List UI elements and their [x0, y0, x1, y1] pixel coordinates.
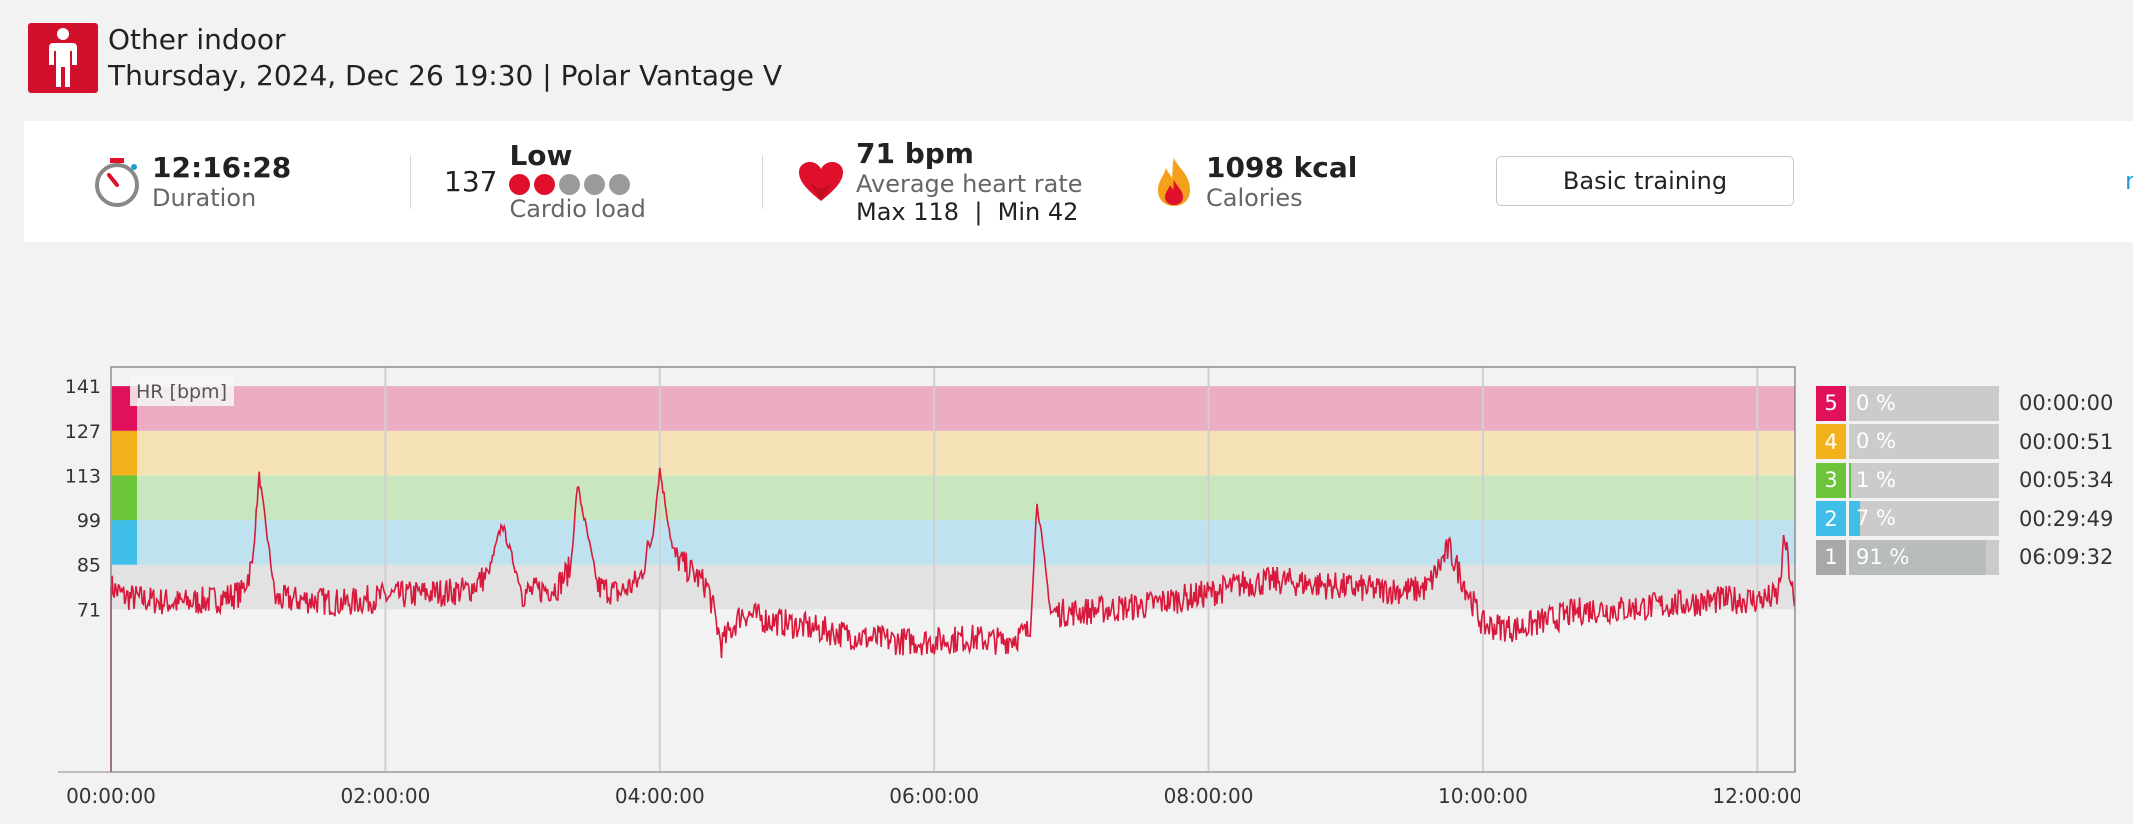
cardio-load-value: 137 [444, 164, 498, 198]
calories-label: Calories [1206, 183, 1303, 212]
y-tick-label: 85 [77, 555, 101, 577]
y-tick-label: 127 [65, 421, 101, 443]
zone-time: 00:00:51 [2019, 429, 2114, 454]
y-tick-label: 99 [77, 510, 101, 532]
zone-fill [1849, 501, 1860, 537]
y-tick-label: 113 [65, 465, 101, 487]
zone-marker [112, 430, 137, 476]
x-tick-label: 12:00:00 [1712, 784, 1800, 808]
zone-row-3: 3 1 % 00:05:34 [1816, 461, 2126, 500]
cardio-dot [559, 174, 581, 195]
session-subtitle: Thursday, 2024, Dec 26 19:30 | Polar Van… [108, 59, 783, 92]
x-tick-label: 02:00:00 [340, 784, 430, 808]
calories-value: 1098 kcal [1206, 150, 1358, 184]
zone-band-5 [111, 386, 1795, 431]
calories-summary: 1098 kcal Calories [1154, 121, 1357, 242]
duration-value: 12:16:28 [152, 150, 292, 184]
duration-summary: 12:16:28 Duration [92, 121, 291, 242]
hr-max-min: Max 118 | Min 42 [856, 197, 1079, 226]
zone-marker [112, 520, 137, 565]
x-tick-label: 10:00:00 [1438, 784, 1528, 808]
session-header: Other indoor Thursday, 2024, Dec 26 19:3… [28, 22, 782, 94]
zone-percent: 91 % [1856, 544, 1910, 569]
zone-percent: 7 % [1856, 506, 1896, 531]
zone-time: 00:00:00 [2019, 391, 2114, 416]
zone-bar: 1 % [1849, 462, 1999, 498]
hr-chart: HR [bpm] 141 127 113 99 85 71 00:00:00 02:00:0… [0, 360, 1802, 820]
zone-number: 2 [1816, 501, 1846, 537]
zone-time: 00:05:34 [2019, 468, 2114, 493]
zone-band-2 [111, 520, 1795, 565]
zone-row-4: 4 0 % 00:00:51 [1816, 423, 2126, 462]
sport-title: Other indoor [108, 23, 286, 56]
zone-band-3 [111, 475, 1795, 521]
flame-icon [1158, 157, 1190, 206]
zone-bar: 91 % [1849, 539, 1999, 575]
zone-time: 06:09:32 [2019, 545, 2114, 570]
zone-bar: 0 % [1849, 385, 1999, 421]
zone-row-5: 5 0 % 00:00:00 [1816, 384, 2126, 423]
more-link[interactable]: mo [2125, 167, 2133, 195]
avg-hr-value: 71 bpm [856, 136, 974, 170]
zone-marker [112, 475, 137, 521]
zone-row-2: 2 7 % 00:29:49 [1816, 500, 2126, 539]
divider [762, 155, 763, 209]
zone-number: 5 [1816, 385, 1846, 421]
heart-rate-summary: 71 bpm Average heart rate Max 118 | Min … [798, 121, 1083, 242]
zone-band-4 [111, 430, 1795, 476]
zone-percent: 1 % [1856, 467, 1896, 492]
training-type-button[interactable]: Basic training [1496, 156, 1794, 206]
cardio-dot [534, 174, 556, 195]
zone-percent: 0 % [1856, 429, 1896, 454]
divider [410, 155, 411, 209]
x-tick-label: 04:00:00 [615, 784, 705, 808]
person-icon [28, 23, 98, 93]
zone-time: 00:29:49 [2019, 506, 2114, 531]
stopwatch-icon [95, 157, 139, 207]
cardio-load-summary: 137 Low Cardio load [444, 121, 646, 242]
zone-number: 1 [1816, 539, 1846, 575]
zone-band-below [111, 564, 1795, 610]
x-tick-label: 00:00:00 [66, 784, 156, 808]
avg-hr-label: Average heart rate [856, 169, 1083, 198]
hr-zones-panel: 5 0 % 00:00:00 4 0 % 00:00:51 3 1 % 00:05:34 2 7 %… [1816, 384, 2126, 577]
cardio-load-label: Cardio load [509, 195, 646, 223]
y-tick-label: 141 [65, 376, 101, 398]
heart-icon [799, 161, 843, 201]
zone-fill [1849, 462, 1851, 498]
zone-bar: 7 % [1849, 501, 1999, 537]
hr-axis-label: HR [bpm] [136, 381, 227, 403]
hr-series-line [110, 467, 1796, 772]
x-tick-label: 06:00:00 [889, 784, 979, 808]
x-tick-label: 08:00:00 [1164, 784, 1254, 808]
zone-number: 4 [1816, 424, 1846, 460]
cardio-dot [609, 174, 631, 195]
hr-label-bg [130, 376, 234, 406]
cardio-dot [584, 174, 606, 195]
zone-fill [1849, 539, 1986, 575]
cardio-load-level: Low [509, 139, 573, 172]
zone-bar: 0 % [1849, 424, 1999, 460]
cardio-load-dots [509, 174, 645, 195]
zone-percent: 0 % [1856, 390, 1896, 415]
y-tick-label: 71 [77, 599, 101, 621]
zone-number: 3 [1816, 462, 1846, 498]
hr-chart-svg[interactable]: HR [bpm] 141 127 113 99 85 71 00:00:00 02:00:0… [0, 360, 1802, 820]
duration-label: Duration [152, 183, 257, 212]
summary-panel: 12:16:28 Duration 137 Low Cardio load 71… [24, 121, 2133, 242]
zone-row-1: 1 91 % 06:09:32 [1816, 538, 2126, 577]
cardio-dot [509, 174, 531, 195]
